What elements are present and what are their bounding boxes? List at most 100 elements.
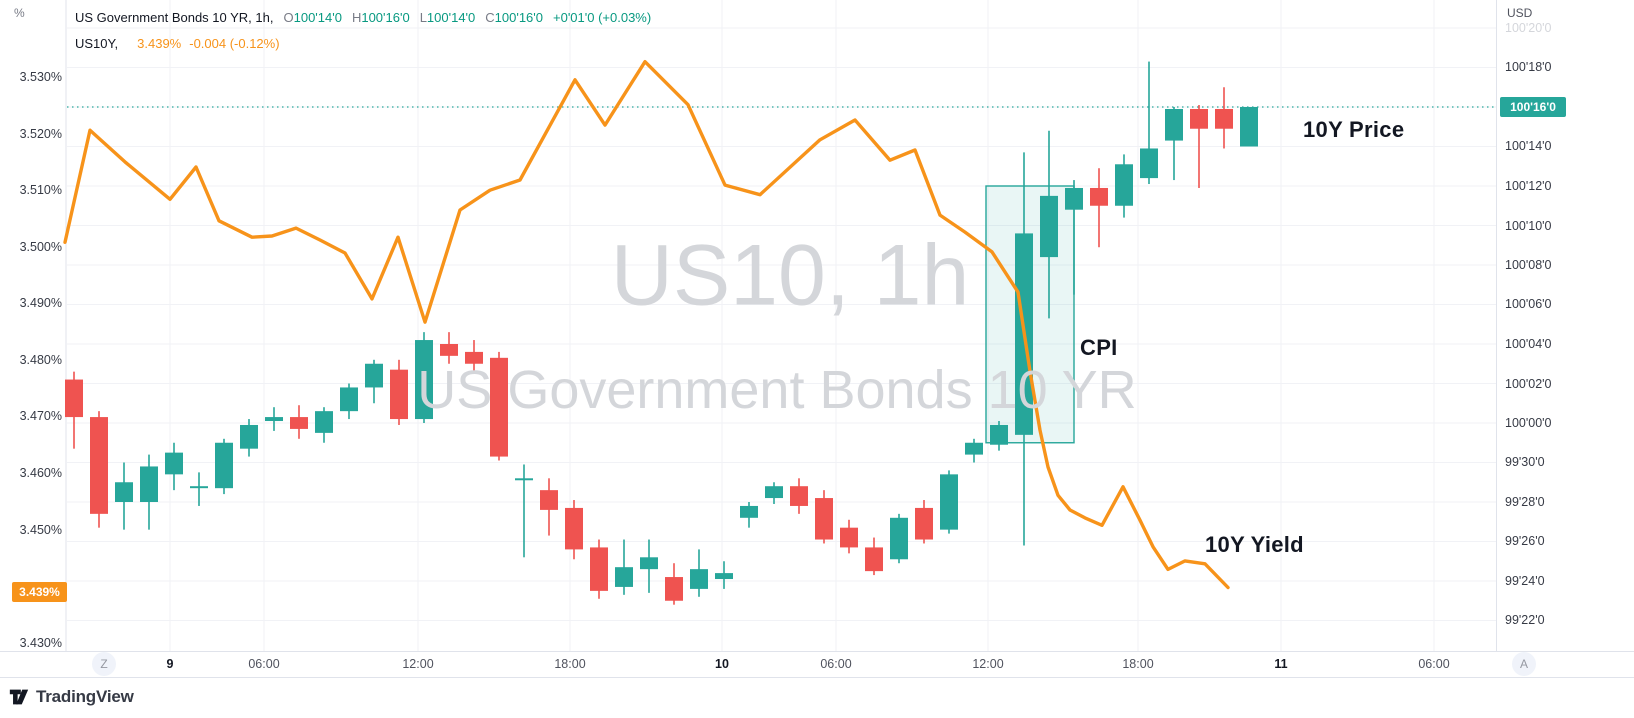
candle-6 [215,442,233,489]
candle-27 [740,505,758,518]
left-axis-label: 3.430% [19,636,62,650]
time-label-hour: 06:00 [1418,657,1450,671]
candle-18 [515,478,533,481]
right-axis-label: 99'30'0 [1505,455,1545,469]
tradingview-logo[interactable]: TradingView [8,686,134,708]
watermark-symbol: US10, 1h [610,227,970,324]
ohlc-open-value: 100'14'0 [293,10,342,25]
time-label-hour: 18:00 [1122,657,1154,671]
candle-37 [990,424,1008,445]
ohlc-low-label: L [419,10,427,25]
ohlc-close-value: 100'16'0 [494,10,543,25]
candle-46 [1215,108,1233,129]
candle-16 [465,351,483,364]
candle-45 [1190,108,1208,129]
candle-5 [190,486,208,489]
right-axis-label: 99'24'0 [1505,574,1545,588]
candle-10 [315,411,333,433]
watermark-description: US Government Bonds 10 YR [417,360,1137,420]
axis-borders [65,0,1497,651]
yield-line [63,60,1230,590]
candle-33 [890,517,908,560]
candle-22 [615,567,633,587]
tradingview-logo-text: TradingView [36,687,134,706]
candle-19 [540,490,558,510]
candle-21 [590,547,608,591]
cpi-annotation[interactable]: CPI [1080,335,1118,360]
price-value-badge: 100'16'0 [1500,97,1566,117]
legend: US Government Bonds 10 YR, 1h, O 100'14'0… [75,5,651,57]
candle-14 [415,340,433,420]
left-axis-label: 3.470% [19,409,62,423]
right-axis-label: 100'08'0 [1505,258,1552,272]
candle-47 [1240,107,1258,147]
right-axis-unit: USD [1507,6,1533,20]
candle-43 [1140,148,1158,179]
right-axis-label: 100'00'0 [1505,416,1552,430]
time-label-hour: 12:00 [402,657,434,671]
candle-28 [765,486,783,499]
left-axis-label: 3.450% [19,523,62,537]
time-label-hour: 12:00 [972,657,1004,671]
time-scale[interactable]: 9 06:00 12:00 18:00 10 06:00 12:00 18:00 11 06:00 [0,651,1634,678]
series-legend-yield[interactable]: US10Y, 3.439% -0.004 (-0.12%) [75,31,651,57]
candle-30 [815,498,833,540]
candle-39 [1040,195,1058,258]
left-axis-label: 3.500% [19,240,62,254]
time-label-hour: 18:00 [554,657,586,671]
ohlc-open-label: O [283,10,294,25]
left-axis-label: 3.480% [19,353,62,367]
yield-series-title: US10Y, [75,36,119,51]
left-axis-label: 3.510% [19,183,62,197]
right-axis-label: 100'04'0 [1505,337,1552,351]
candle-11 [340,387,358,412]
time-label-day: 9 [166,657,174,671]
timezone-button[interactable]: Z [92,652,116,676]
candle-42 [1115,164,1133,206]
right-axis-label: 99'28'0 [1505,495,1545,509]
left-axis-label: 3.490% [19,296,62,310]
candle-44 [1165,108,1183,141]
candle-4 [165,452,183,475]
candle-31 [840,527,858,548]
chart-canvas[interactable] [0,0,1634,651]
tradingview-logo-icon [9,689,29,705]
yield-value-badge: 3.439% [12,582,67,602]
right-axis-label: 99'22'0 [1505,613,1545,627]
candle-26 [715,573,733,580]
candle-3 [140,466,158,502]
price-change-value: +0'01'0 (+0.03%) [553,10,652,25]
left-axis-label: 3.460% [19,466,62,480]
price-series-annotation[interactable]: 10Y Price [1303,117,1405,142]
right-axis-label: 100'14'0 [1505,139,1552,153]
yield-series-annotation[interactable]: 10Y Yield [1205,532,1304,557]
candle-29 [790,486,808,506]
candle-40 [1065,187,1083,210]
ohlc-high-value: 100'16'0 [361,10,410,25]
right-axis-label: 100'12'0 [1505,179,1552,193]
yield-current-value: 3.439% [137,36,182,51]
candle-13 [390,369,408,420]
auto-scale-button[interactable]: A [1512,652,1536,676]
series-legend-price[interactable]: US Government Bonds 10 YR, 1h, O 100'14'0… [75,5,651,31]
candle-35 [940,474,958,530]
right-axis-label: 100'10'0 [1505,219,1552,233]
right-axis-label: 100'18'0 [1505,60,1552,74]
candle-1 [90,417,108,514]
candle-25 [690,569,708,589]
right-axis-label: 99'26'0 [1505,534,1545,548]
series-title: US Government Bonds 10 YR, 1h, [75,10,274,25]
right-axis-label: 100'02'0 [1505,377,1552,391]
left-axis-label: 3.520% [19,127,62,141]
ohlc-close-label: C [485,10,495,25]
candle-0 [65,379,83,418]
time-label-hour: 06:00 [248,657,280,671]
time-label-day: 10 [715,657,729,671]
candle-41 [1090,187,1108,206]
yield-change-value: -0.004 (-0.12%) [189,36,280,51]
left-axis-label: 3.530% [19,70,62,84]
candle-15 [440,344,458,356]
ohlc-high-label: H [351,10,362,25]
candle-17 [490,357,508,457]
